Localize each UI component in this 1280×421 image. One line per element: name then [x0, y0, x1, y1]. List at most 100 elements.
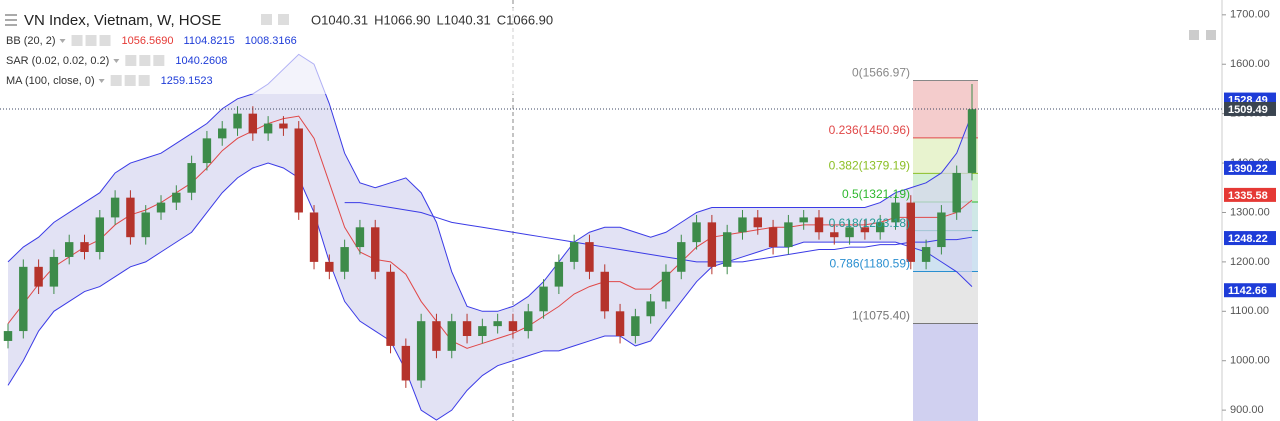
dropdown	[59, 39, 66, 43]
candle-body	[64, 242, 74, 257]
candle-body	[340, 247, 349, 272]
icon[interactable]	[71, 35, 83, 46]
price-tag	[1224, 231, 1276, 246]
plot: 0(1566.97) 0.236(1450.96) 0.382(1379.19) 0.…	[0, 53, 1222, 421]
icon[interactable]	[110, 75, 122, 86]
candle-body	[845, 227, 854, 238]
candle-body	[355, 227, 365, 248]
candle-body	[891, 202, 900, 223]
chart-title: VN Index, Vietnam, W, HOSE	[24, 12, 221, 29]
candle-body	[875, 222, 885, 233]
icon[interactable]	[261, 14, 272, 25]
band-fill	[8, 54, 972, 421]
candle-body	[967, 109, 977, 173]
fib-label: 0.5(1321.19)	[842, 187, 910, 201]
indicator-value: 1104.8215	[184, 35, 235, 47]
candle-body	[860, 227, 870, 233]
candle-body	[263, 123, 273, 134]
ohlc-value: O1040.31	[311, 12, 368, 27]
candle-body	[3, 331, 13, 341]
icon[interactable]	[139, 55, 151, 66]
icon[interactable]	[85, 35, 97, 46]
candle-body	[156, 202, 166, 213]
y-tick-label: 1300.00	[1230, 206, 1270, 218]
icon[interactable]	[278, 14, 289, 25]
fib-label: 1(1075.40)	[852, 309, 910, 323]
candle-body	[738, 217, 747, 233]
fib-label: 0.618(1263.18)	[829, 216, 910, 230]
fib-label: 0.236(1450.96)	[829, 123, 910, 137]
candle-body	[248, 113, 258, 134]
price-tag-label: 1248.22	[1228, 233, 1268, 245]
icon[interactable]	[1189, 30, 1199, 40]
candle-body	[768, 227, 778, 248]
candle-body	[34, 266, 43, 287]
candle-body	[294, 128, 303, 213]
candle-body	[554, 261, 564, 287]
legend: VN Index, Vietnam, W, HOSE O1040.31 H1066…	[0, 8, 600, 94]
band-upper	[7, 53, 973, 312]
icon[interactable]	[153, 55, 165, 66]
candle-body	[799, 217, 808, 223]
candle-body	[906, 202, 916, 262]
price-tag	[1224, 187, 1276, 202]
candle-body	[202, 138, 212, 164]
candle-body	[325, 261, 334, 272]
candle-body	[937, 212, 946, 248]
candle-body	[524, 311, 533, 332]
candle-body	[585, 242, 594, 272]
indicator-value: 1259.1523	[161, 75, 213, 87]
candle-body	[172, 192, 181, 203]
y-tick-label: 1100.00	[1230, 305, 1269, 317]
candle-body	[126, 197, 135, 238]
y-tick-label: 1000.00	[1230, 355, 1270, 367]
fib-label: 0.382(1379.19)	[829, 159, 910, 173]
candle-body	[432, 321, 441, 351]
icon[interactable]	[124, 75, 136, 86]
y-tick-label: 1200.00	[1230, 256, 1270, 268]
band-lower	[7, 162, 973, 421]
candle-body	[569, 242, 579, 262]
icon[interactable]	[125, 55, 137, 66]
candle-body	[921, 247, 931, 262]
ohlc-value: L1040.31	[437, 12, 491, 27]
ma-line	[344, 202, 973, 263]
toolbar	[1189, 30, 1216, 40]
price-tag	[1224, 101, 1276, 116]
ohlc-value: H1066.90	[374, 12, 430, 27]
candle-body	[830, 232, 839, 238]
candle-body	[279, 123, 288, 129]
candle-body	[707, 222, 717, 267]
icon[interactable]	[99, 35, 111, 46]
candle-body	[371, 227, 380, 272]
candle-body	[95, 217, 105, 253]
indicator-value: 1008.3166	[245, 35, 297, 47]
fib-label: 0.786(1180.59)	[829, 257, 910, 271]
candle-body	[416, 321, 426, 381]
candle-body	[386, 271, 395, 346]
dropdown	[98, 79, 105, 83]
indicator-value: 1056.5690	[122, 35, 174, 47]
price-tag-label: 1335.58	[1228, 190, 1268, 202]
dropdown	[113, 59, 120, 63]
candle-body	[80, 242, 89, 253]
menu-icon[interactable]	[5, 14, 17, 26]
candle-body	[661, 271, 671, 302]
icon[interactable]	[1206, 30, 1216, 40]
candle-body	[753, 217, 762, 228]
candle-body	[218, 128, 227, 139]
candle-body	[493, 321, 502, 327]
candle-body	[462, 321, 472, 337]
indicator-value: 1040.2608	[175, 55, 227, 67]
indicator-name: BB (20, 2)	[6, 35, 56, 47]
fib-zone	[913, 323, 978, 421]
candle-body	[233, 113, 242, 129]
candle-body	[631, 316, 640, 337]
band-basis	[7, 115, 973, 349]
candle-body	[478, 326, 487, 337]
candle-body	[309, 212, 319, 262]
candle-body	[49, 256, 59, 287]
icon[interactable]	[138, 75, 150, 86]
